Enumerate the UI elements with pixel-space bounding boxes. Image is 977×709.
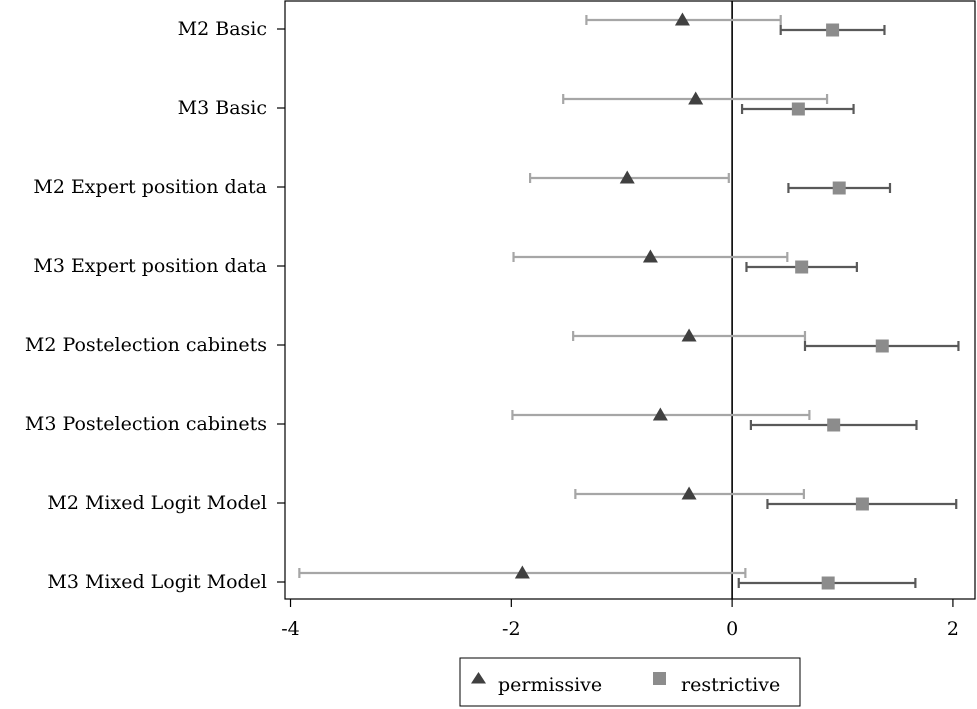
- legend-permissive-marker: [471, 672, 486, 684]
- y-tick-label: M3 Mixed Logit Model: [47, 571, 267, 593]
- restrictive-point: [832, 181, 846, 195]
- permissive-point: [514, 565, 530, 579]
- x-tick-label: -2: [502, 618, 521, 640]
- y-tick-label: M2 Basic: [178, 18, 267, 40]
- y-tick-label: M2 Mixed Logit Model: [47, 492, 267, 514]
- x-tick-label: 2: [947, 618, 959, 640]
- y-tick-label: M3 Expert position data: [33, 255, 267, 277]
- restrictive-point: [855, 497, 869, 511]
- y-tick-label: M2 Expert position data: [33, 176, 267, 198]
- legend-box: [459, 657, 801, 707]
- restrictive-point: [826, 23, 840, 37]
- permissive-point: [642, 249, 658, 263]
- permissive-point: [674, 12, 690, 26]
- restrictive-point: [791, 102, 805, 116]
- x-tick-label: -4: [281, 618, 300, 640]
- legend-restrictive-marker: [653, 672, 666, 685]
- permissive-point: [619, 170, 635, 184]
- legend-permissive-label: permissive: [498, 674, 602, 696]
- legend: permissive restrictive: [459, 657, 801, 707]
- permissive-point: [652, 407, 668, 421]
- plot-frame: [284, 0, 976, 600]
- y-tick-label: M3 Basic: [178, 97, 267, 119]
- x-tick-label: 0: [726, 618, 738, 640]
- y-tick-label: M3 Postelection cabinets: [25, 413, 267, 435]
- restrictive-point: [875, 339, 889, 353]
- restrictive-point: [821, 576, 835, 590]
- y-tick-label: M2 Postelection cabinets: [25, 334, 267, 356]
- legend-restrictive-label: restrictive: [681, 674, 780, 696]
- permissive-point: [688, 91, 704, 105]
- restrictive-point: [795, 260, 809, 274]
- restrictive-point: [827, 418, 841, 432]
- permissive-point: [681, 328, 697, 342]
- permissive-point: [681, 486, 697, 500]
